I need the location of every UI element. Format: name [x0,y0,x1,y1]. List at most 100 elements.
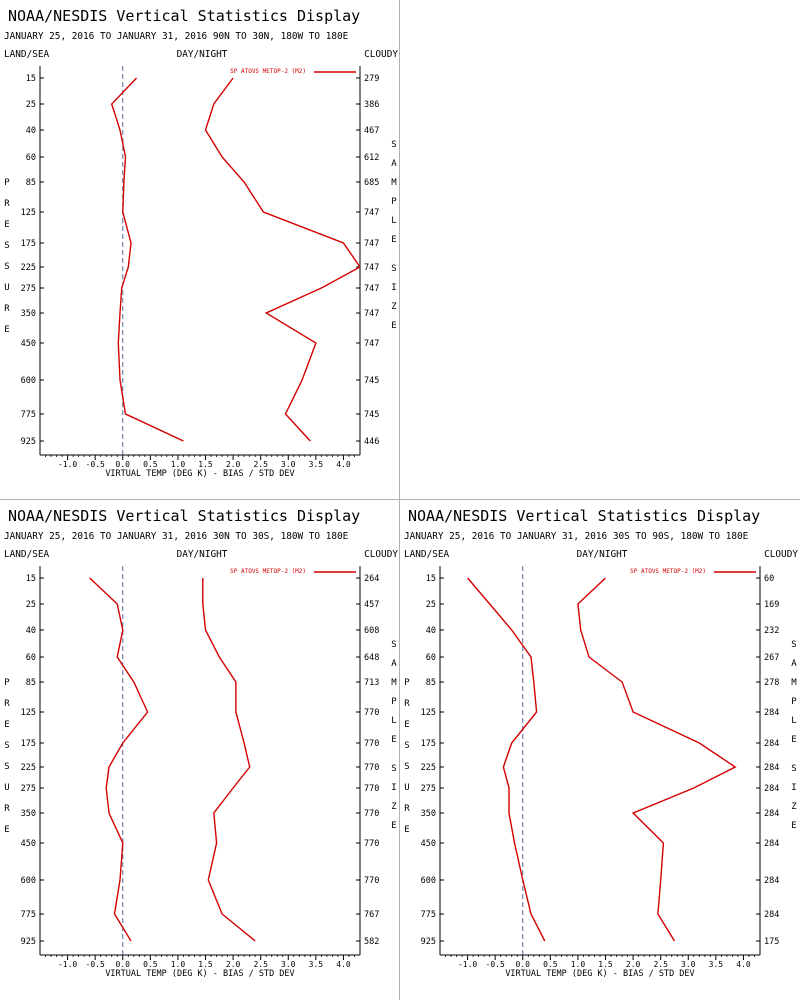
x-tick-label: 1.5 [598,960,613,969]
x-tick-label: 0.0 [516,960,531,969]
sample-size-label: 264 [364,574,379,584]
pressure-tick-label: 25 [26,600,36,610]
pressure-axis-letter: P [4,678,10,688]
pressure-axis-letter: R [4,804,10,814]
day-night-label: DAY/NIGHT [177,49,228,60]
vertical-divider [399,0,400,1000]
pressure-axis-letter: U [4,283,9,293]
pressure-tick-label: 40 [26,126,36,136]
chart-subtitle: JANUARY 25, 2016 TO JANUARY 31, 2016 30S… [404,531,749,542]
sample-axis-letter: M [391,678,397,688]
horizontal-divider [0,499,800,500]
pressure-axis-letter: U [404,783,409,793]
x-tick-label: 0.5 [143,960,158,969]
pressure-tick-label: 85 [26,678,36,688]
pressure-tick-label: 15 [426,574,436,584]
sample-axis-letter: E [391,735,396,745]
pressure-tick-label: 85 [426,678,436,688]
sample-axis-letter: I [791,783,796,793]
pressure-tick-label: 275 [421,784,436,794]
x-tick-label: 0.0 [116,960,131,969]
sample-axis-letter: S [391,140,396,150]
sample-axis-letter: E [791,821,796,831]
bias-line [110,77,184,442]
sample-axis-letter: E [391,321,396,331]
x-tick-label: 1.0 [571,960,586,969]
pressure-axis-letter: R [404,699,410,709]
x-tick-label: 2.0 [226,960,241,969]
pressure-axis-letter: S [4,262,9,272]
pressure-axis-letter: S [4,762,9,772]
pressure-tick-label: 15 [26,74,36,84]
x-tick-label: 3.5 [709,960,724,969]
pressure-tick-label: 275 [21,784,36,794]
x-tick-label: -0.5 [86,460,105,469]
x-tick-label: 3.5 [309,960,324,969]
pressure-tick-label: 15 [26,574,36,584]
sample-size-label: 770 [364,809,379,819]
sample-axis-letter: Z [391,802,397,812]
sample-size-label: 713 [364,678,379,688]
x-tick-label: 1.5 [198,460,213,469]
chart-subtitle: JANUARY 25, 2016 TO JANUARY 31, 2016 90N… [4,31,349,42]
pressure-axis-letter: E [404,825,409,835]
chart-title: NOAA/NESDIS Vertical Statistics Display [8,507,360,525]
x-tick-label: 2.0 [626,960,641,969]
legend-label: SP ATOVS METOP-2 (M2) [230,68,306,75]
cloudy-label: CLOUDY [764,549,798,560]
x-tick-label: 3.0 [281,960,296,969]
sample-size-label: 770 [364,876,379,886]
pressure-axis-letter: S [404,741,409,751]
land-sea-label: LAND/SEA [404,549,450,560]
legend-label: SP ATOVS METOP-2 (M2) [230,568,306,575]
sample-axis-letter: Z [391,302,397,312]
pressure-tick-label: 25 [426,600,436,610]
sample-axis-letter: I [391,283,396,293]
sample-axis-letter: A [791,659,797,669]
bias-line [467,577,546,942]
sample-axis-letter: Z [791,802,797,812]
pressure-axis-letter: U [4,783,9,793]
pressure-axis-letter: R [4,699,10,709]
pressure-tick-label: 600 [21,876,36,886]
std-dev-line [577,577,737,942]
pressure-tick-label: 175 [21,239,36,249]
x-tick-label: 2.5 [253,960,268,969]
sample-axis-letter: I [391,783,396,793]
pressure-tick-label: 600 [21,376,36,386]
pressure-axis-letter: E [4,825,9,835]
sample-size-label: 767 [364,910,379,920]
sample-size-label: 175 [764,937,779,947]
x-tick-label: 4.0 [736,960,751,969]
sample-size-label: 267 [764,653,779,663]
x-tick-label: 0.0 [116,460,131,469]
empty-panel [400,0,800,500]
pressure-tick-label: 125 [21,708,36,718]
x-axis-label: VIRTUAL TEMP (DEG K) - BIAS / STD DEV [105,969,294,979]
x-tick-label: 4.0 [336,960,351,969]
sample-size-label: 284 [764,784,779,794]
pressure-tick-label: 450 [21,339,36,349]
panel-south: NOAA/NESDIS Vertical Statistics Display J… [400,500,800,1000]
sample-axis-letter: M [791,678,797,688]
sample-size-label: 612 [364,153,379,163]
sample-size-label: 770 [364,839,379,849]
sample-size-label: 284 [764,839,779,849]
land-sea-label: LAND/SEA [4,49,50,60]
sample-axis-letter: M [391,178,397,188]
sample-size-label: 770 [364,708,379,718]
sample-size-label: 284 [764,910,779,920]
sample-size-label: 284 [764,708,779,718]
pressure-tick-label: 350 [421,809,436,819]
pressure-tick-label: 60 [426,653,436,663]
sample-size-label: 284 [764,739,779,749]
x-tick-label: -0.5 [86,960,105,969]
x-tick-label: 3.5 [309,460,324,469]
sample-size-label: 747 [364,263,379,273]
sample-size-label: 648 [364,653,379,663]
sample-axis-letter: L [791,716,796,726]
sample-axis-letter: E [391,235,396,245]
pressure-axis-letter: R [4,199,10,209]
sample-size-label: 284 [764,809,779,819]
sample-size-label: 446 [364,437,379,447]
